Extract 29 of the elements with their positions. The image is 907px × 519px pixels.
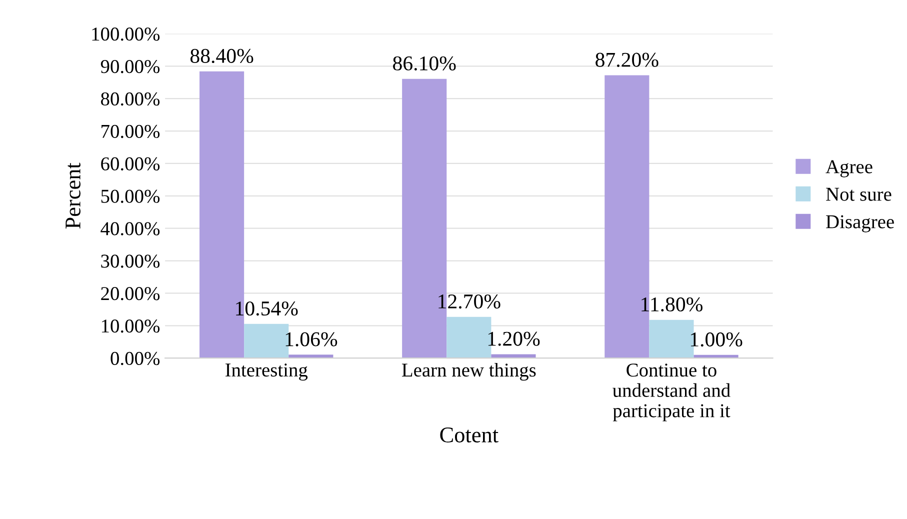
- legend-label: Not sure: [826, 188, 892, 201]
- data-label: 1.06%: [286, 332, 338, 346]
- y-axis-title: Percent: [66, 162, 80, 229]
- y-tick-label: 20.00%: [101, 287, 160, 300]
- data-label: 1.20%: [488, 332, 540, 346]
- data-label: 11.80%: [642, 297, 702, 312]
- data-label: 12.70%: [438, 294, 500, 309]
- y-tick-label: 0.00%: [110, 352, 160, 366]
- x-tick-label: Continue to understand and participate in it: [612, 364, 730, 422]
- legend-label: Agree: [826, 160, 872, 178]
- y-tick-label: 60.00%: [101, 157, 160, 171]
- data-label: 87.20%: [596, 52, 658, 67]
- y-tick-label: 30.00%: [101, 254, 160, 268]
- y-tick-label: 100.00%: [92, 28, 160, 41]
- y-tick-label: 50.00%: [101, 190, 160, 203]
- y-tick-label: 10.00%: [102, 319, 160, 333]
- y-tick-label: 70.00%: [102, 124, 160, 138]
- y-tick-label: 90.00%: [100, 60, 160, 74]
- bar: [491, 354, 536, 358]
- y-tick-label: 80.00%: [101, 92, 160, 106]
- y-tick-label: 40.00%: [100, 222, 160, 236]
- data-label: 1.00%: [690, 332, 742, 347]
- x-axis-title: Cotent: [440, 428, 498, 442]
- legend-label: Disagree: [826, 215, 894, 232]
- x-tick-label: Learn new things: [402, 362, 536, 381]
- x-tick-label: Interesting: [225, 364, 308, 381]
- data-label: 86.10%: [393, 56, 456, 71]
- data-label: 88.40%: [190, 48, 254, 64]
- data-label: 10.54%: [236, 301, 298, 316]
